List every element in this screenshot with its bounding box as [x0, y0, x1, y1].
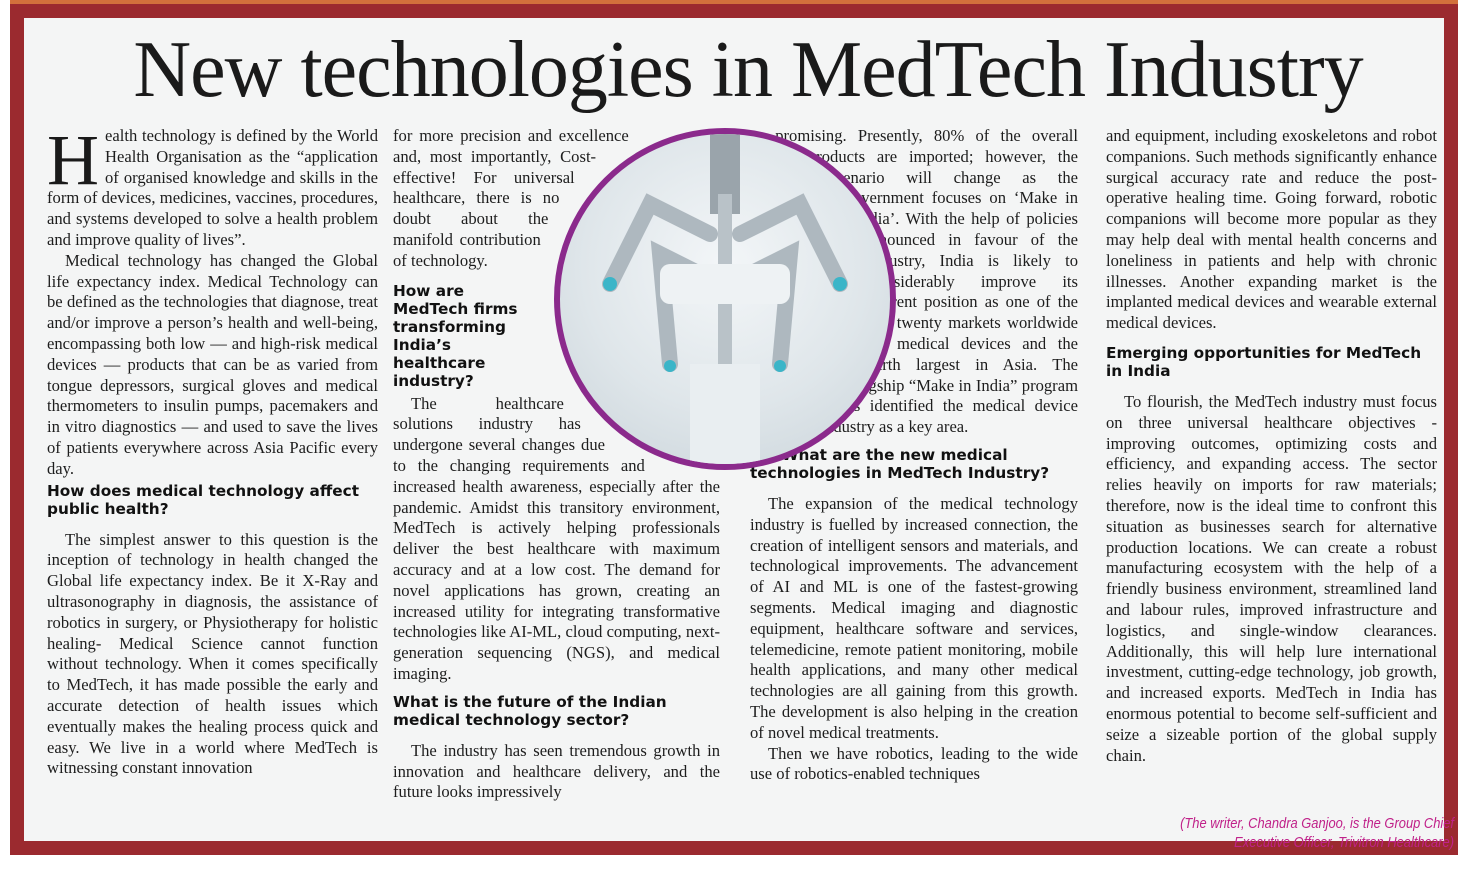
column-2: for more precision and excellence and, m… [393, 126, 720, 803]
paragraph: Then we have robotics, leading to the wi… [750, 743, 1078, 784]
subheading: Emerging opportunities for MedTech in In… [1106, 343, 1422, 380]
author-credit: (The writer, Chandra Ganjoo, is the Grou… [1180, 815, 1454, 851]
paragraph: The industry has seen tremendous growth … [393, 740, 720, 802]
subheading: What are the new medical technologies in… [750, 445, 1050, 482]
subheading: What is the future of the Indian medical… [393, 692, 667, 729]
column-4: and equipment, including exoskeletons an… [1106, 126, 1437, 766]
drop-cap: H [47, 120, 99, 200]
paragraph: The healthcare solutions industry has un… [393, 393, 720, 683]
top-accent-strip [10, 0, 1458, 5]
column-3: promising. Presently, 80% of the overall… [750, 126, 1078, 785]
paragraph: Medical technology has changed the Globa… [47, 250, 378, 478]
paragraph: The simplest answer to this question is … [47, 529, 378, 778]
surgical-robot-photo-icon [554, 128, 896, 470]
subheading: How does medical technology affect publi… [47, 481, 360, 518]
paragraph: and equipment, including exoskeletons an… [1106, 126, 1437, 333]
paragraph: To flourish, the MedTech industry must f… [1106, 391, 1437, 765]
subheading: How are MedTech firms transforming India… [393, 281, 518, 390]
paragraph: promising. Presently, 80% of the overall… [775, 126, 1078, 437]
headline: New technologies in MedTech Industry [133, 26, 1363, 114]
paragraph: The expansion of the medical technology … [750, 493, 1078, 742]
paragraph: for more precision and excellence and, m… [393, 126, 629, 270]
